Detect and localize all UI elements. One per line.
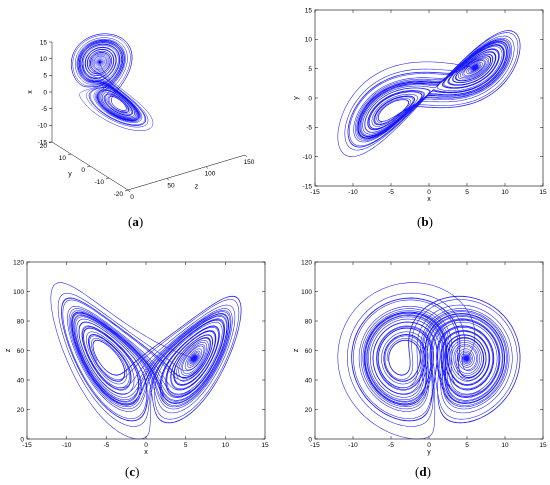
x-axis-label: x [27, 90, 34, 94]
y-tick-label: 40 [17, 377, 25, 384]
x-tick-label: 5 [465, 189, 469, 196]
y-axis-label: z [5, 348, 12, 352]
y-axis-label: z [293, 348, 300, 352]
x-tick-label: 15 [539, 442, 547, 449]
y-tick-label: 10 [59, 155, 67, 162]
caption-d: (d) [415, 464, 431, 479]
y-axis-label: y [293, 96, 300, 100]
chart-b-svg: -15 -10 -5 0 5 10 15 -15 -10 -5 0 5 10 15 x y [293, 7, 547, 203]
y-tick-label: 0 [308, 436, 312, 443]
x-tick-label: 5 [184, 442, 188, 449]
z-tick-label: 100 [205, 171, 216, 178]
y-tick-mark [105, 177, 110, 180]
x-axis-label: x [427, 196, 431, 203]
x-tick-label: 0 [427, 442, 431, 449]
x-tick-label: 10 [501, 189, 509, 196]
y-tick-label: 0 [308, 95, 312, 102]
x-tick-label: -5 [388, 442, 394, 449]
y-tick-mark [86, 165, 91, 168]
y-tick-label: -10 [95, 179, 105, 186]
x-tick-label: -15 [310, 442, 320, 449]
series-line [337, 282, 521, 440]
y-tick-label: 60 [305, 348, 313, 355]
x-tick-label: 0 [43, 89, 47, 96]
y-tick-label: 0 [20, 436, 24, 443]
y-tick-label: -15 [303, 183, 313, 190]
z-tick-label: 0 [130, 194, 134, 201]
caption-a: (a) [128, 214, 144, 229]
z-axis-label: z [195, 184, 199, 191]
y-tick-label: 80 [17, 318, 25, 325]
y-tick-label: 40 [305, 377, 313, 384]
y-tick-label: 15 [305, 7, 313, 14]
chart-d-svg: -15 -10 -5 0 5 10 15 0 20 40 60 80 100 120 y z [293, 259, 547, 456]
series-line [50, 282, 242, 440]
chart-b: -15 -10 -5 0 5 10 15 -15 -10 -5 0 5 10 15 x y [285, 0, 550, 210]
y-tick-label: -5 [306, 125, 312, 132]
x-tick-label: -5 [388, 189, 394, 196]
x-tick-label: -10 [348, 189, 358, 196]
caption-b: (b) [417, 214, 433, 229]
z-tick-label: 150 [244, 159, 255, 166]
x-axis-label: x [144, 449, 148, 456]
z-tick-label: 50 [167, 182, 175, 189]
chart-a-svg: 0 50 100 150 z -20 -10 0 10 20 y -15 -10 -5 0 5 10 15 x [27, 33, 255, 201]
y-tick-label: 20 [17, 407, 25, 414]
y-axis-label: y [68, 171, 72, 178]
y-tick-label: 0 [81, 167, 85, 174]
x-tick-label: 10 [501, 442, 509, 449]
chart-c: -15 -10 -5 0 5 10 15 0 20 40 60 80 100 120 x z [0, 252, 275, 457]
x-tick-label: -5 [103, 442, 109, 449]
z-tick-mark [244, 154, 248, 158]
y-tick-label: 100 [13, 289, 24, 296]
y-tick-label: 10 [305, 37, 313, 44]
series-line [337, 30, 521, 157]
x-tick-label: -15 [310, 189, 320, 196]
y-tick-label: -20 [114, 191, 124, 198]
x-tick-label: -5 [41, 106, 47, 113]
y-tick-label: 120 [13, 259, 24, 266]
x-tick-label: -15 [22, 442, 32, 449]
y-tick-mark [124, 189, 129, 192]
z-axis-line [127, 154, 246, 191]
y-tick-mark [67, 153, 72, 156]
x-tick-label: -10 [348, 442, 358, 449]
x-tick-label: 15 [261, 442, 269, 449]
y-tick-label: 20 [40, 143, 48, 150]
chart-d: -15 -10 -5 0 5 10 15 0 20 40 60 80 100 120 y z [285, 252, 550, 457]
x-tick-label: -10 [62, 442, 72, 449]
x-tick-label: 10 [40, 56, 48, 63]
y-tick-label: 120 [301, 259, 312, 266]
x-tick-label: 15 [539, 189, 547, 196]
x-tick-label: 15 [40, 39, 48, 46]
plot-frame [26, 261, 266, 440]
chart-a: 0 50 100 150 z -20 -10 0 10 20 y -15 -10 -5 0 5 10 15 x [0, 0, 275, 210]
x-tick-label: 0 [144, 442, 148, 449]
x-tick-label: 0 [427, 189, 431, 196]
y-tick-label: 20 [305, 407, 313, 414]
z-tick-mark [205, 166, 209, 169]
series-line [70, 33, 154, 131]
y-tick-label: 80 [305, 318, 313, 325]
x-tick-label: -10 [38, 123, 48, 130]
y-tick-label: -10 [303, 154, 313, 161]
x-tick-label: 5 [465, 442, 469, 449]
y-tick-label: 60 [17, 348, 25, 355]
chart-c-svg: -15 -10 -5 0 5 10 15 0 20 40 60 80 100 120 x z [5, 259, 269, 456]
z-tick-mark [166, 178, 170, 181]
x-tick-label: 5 [43, 73, 47, 80]
y-tick-label: 5 [308, 66, 312, 73]
x-tick-label: 10 [222, 442, 230, 449]
y-tick-label: 100 [301, 289, 312, 296]
x-axis-label: y [427, 449, 431, 456]
z-tick-mark [127, 189, 131, 193]
caption-c: (c) [125, 464, 140, 479]
x-tick-label: -15 [38, 139, 48, 146]
